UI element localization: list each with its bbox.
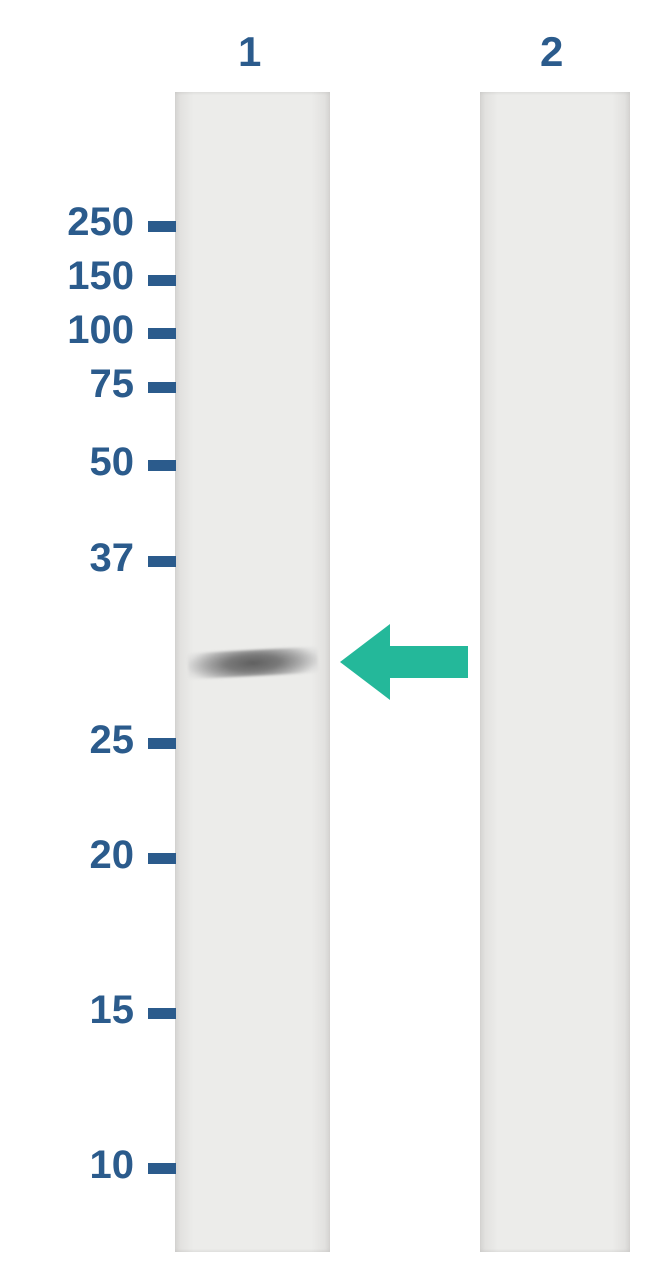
mw-label-100: 100	[67, 308, 134, 353]
mw-label-50: 50	[90, 440, 135, 485]
mw-label-15: 15	[90, 988, 135, 1033]
mw-tick-50	[148, 460, 176, 471]
mw-tick-250	[148, 221, 176, 232]
band-indicator-arrow	[340, 622, 468, 702]
mw-tick-100	[148, 328, 176, 339]
mw-label-75: 75	[90, 362, 135, 407]
mw-label-25: 25	[90, 718, 135, 763]
mw-label-10: 10	[90, 1143, 135, 1188]
mw-tick-20	[148, 853, 176, 864]
mw-tick-150	[148, 275, 176, 286]
mw-tick-10	[148, 1163, 176, 1174]
arrow-left-icon	[340, 622, 468, 702]
mw-tick-37	[148, 556, 176, 567]
mw-label-250: 250	[67, 200, 134, 245]
lane-2-label: 2	[540, 28, 563, 76]
lane-1-label: 1	[238, 28, 261, 76]
western-blot-figure: 1 2 250 150 100 75 50 37 25 20 15 10	[0, 0, 650, 1270]
mw-label-20: 20	[90, 833, 135, 878]
lane-2	[480, 92, 630, 1252]
mw-tick-75	[148, 382, 176, 393]
mw-label-37: 37	[90, 536, 135, 581]
mw-tick-15	[148, 1008, 176, 1019]
mw-tick-25	[148, 738, 176, 749]
mw-label-150: 150	[67, 254, 134, 299]
